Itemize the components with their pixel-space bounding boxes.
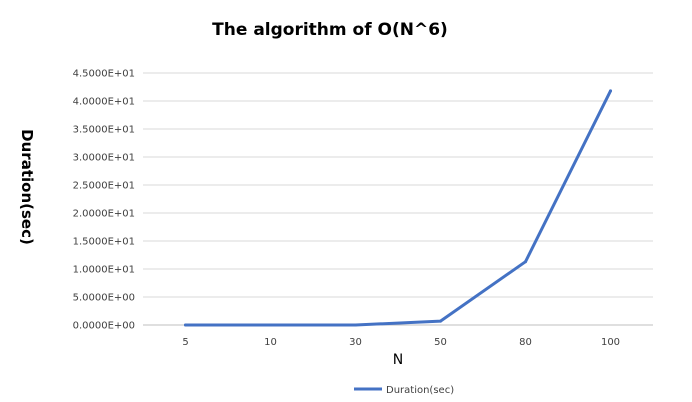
x-tick-label: 80 xyxy=(519,337,532,348)
y-tick-label: 4.5000E+01 xyxy=(73,69,135,80)
y-axis-title: Duration(sec) xyxy=(18,129,36,245)
data-point xyxy=(609,89,612,93)
y-tick-label: 1.5000E+01 xyxy=(73,237,135,248)
data-point xyxy=(439,319,442,323)
x-tick-labels: 5 10 30 50 80 100 xyxy=(182,337,620,348)
data-point xyxy=(184,323,187,327)
x-tick-label: 100 xyxy=(601,337,620,348)
y-tick-label: 2.0000E+01 xyxy=(73,209,135,220)
y-tick-label: 4.0000E+01 xyxy=(73,97,135,108)
series-layer xyxy=(184,89,612,327)
x-tick-label: 50 xyxy=(434,337,447,348)
y-tick-label: 3.5000E+01 xyxy=(73,125,135,136)
data-point xyxy=(524,260,527,264)
y-tick-label: 3.0000E+01 xyxy=(73,153,135,164)
y-tick-labels: 0.0000E+00 5.0000E+00 1.0000E+01 1.5000E+01… xyxy=(73,69,135,332)
x-tick-label: 5 xyxy=(182,337,188,348)
data-point xyxy=(354,323,357,327)
gridlines xyxy=(143,72,653,326)
chart-title: The algorithm of O(N^6) xyxy=(212,20,448,40)
x-tick-label: 10 xyxy=(264,337,277,348)
series-line xyxy=(184,89,612,327)
legend: Duration(sec) xyxy=(354,385,454,396)
y-tick-label: 1.0000E+01 xyxy=(73,265,135,276)
y-tick-label: 2.5000E+01 xyxy=(73,181,135,192)
y-tick-label: 5.0000E+00 xyxy=(73,293,135,304)
x-tick-label: 30 xyxy=(349,337,362,348)
y-tick-label: 0.0000E+00 xyxy=(73,321,135,332)
legend-label: Duration(sec) xyxy=(386,385,454,396)
data-point xyxy=(269,323,272,327)
x-axis-title: N xyxy=(393,352,403,368)
